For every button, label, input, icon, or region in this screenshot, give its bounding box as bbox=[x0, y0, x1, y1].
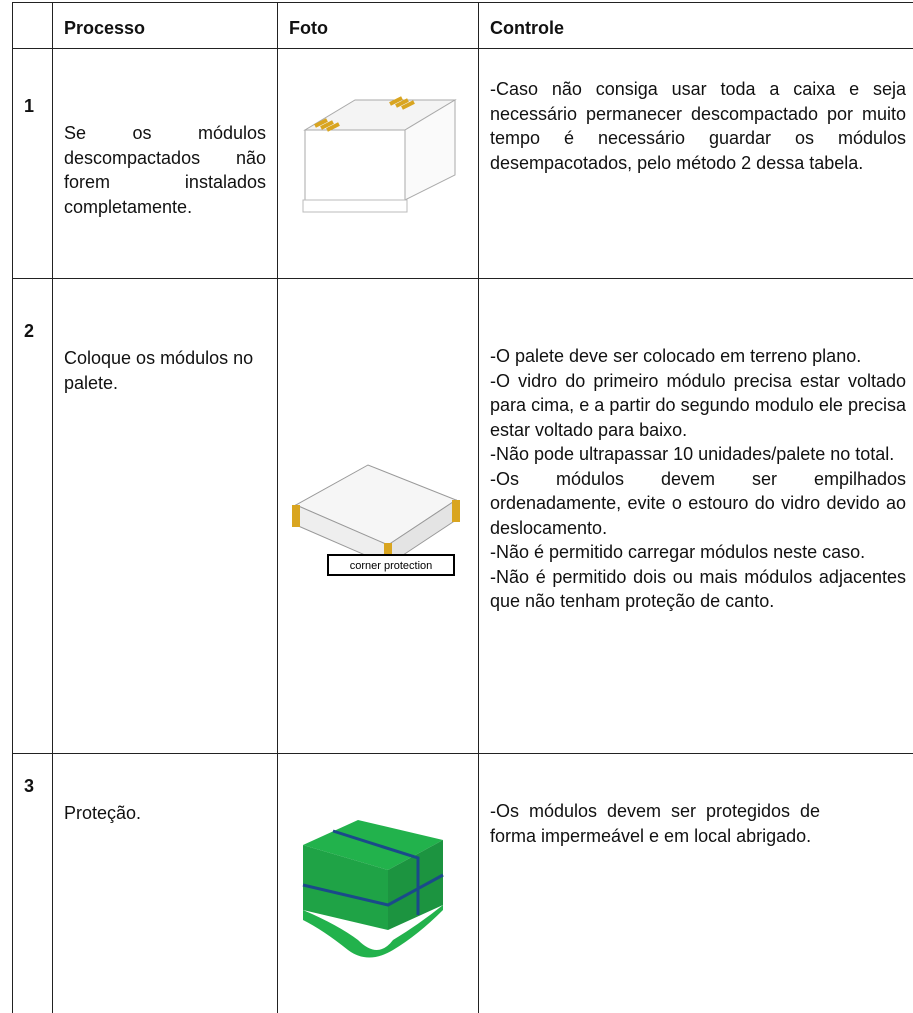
pallet-illustration: corner protection bbox=[292, 464, 460, 576]
photo-label: corner protection bbox=[350, 560, 433, 572]
control: -O palete deve ser colocado em terreno p… bbox=[490, 344, 906, 614]
box-illustration bbox=[302, 96, 457, 213]
control-item: -Caso não consiga usar toda a caixa e se… bbox=[490, 79, 906, 173]
control-item: -Os módulos devem ser empilhados ordenad… bbox=[490, 468, 906, 538]
process: Proteção. bbox=[64, 803, 142, 823]
header-cell: Controle bbox=[490, 18, 564, 38]
control-item: -Os módulos devem ser protegidos de form… bbox=[490, 801, 820, 846]
rule bbox=[12, 278, 913, 279]
rule bbox=[52, 2, 53, 1013]
row-number: 2 bbox=[24, 321, 35, 341]
rule bbox=[478, 2, 479, 1013]
control-item: -Não pode ultrapassar 10 unidades/palete… bbox=[490, 444, 895, 464]
process: Coloque os módulos no palete. bbox=[64, 348, 254, 393]
rule bbox=[277, 2, 278, 1013]
rule bbox=[12, 2, 13, 1013]
rule bbox=[12, 2, 913, 3]
protection-illustration bbox=[302, 820, 444, 958]
header-cell: Processo bbox=[64, 18, 146, 38]
control: -Caso não consiga usar toda a caixa e se… bbox=[490, 77, 906, 175]
rule bbox=[12, 48, 913, 49]
rule bbox=[12, 753, 913, 754]
row-number: 3 bbox=[24, 776, 35, 796]
row-number: 1 bbox=[24, 96, 35, 116]
control-item: -Não é permitido dois ou mais módulos ad… bbox=[490, 566, 906, 612]
control-item: -O vidro do primeiro módulo precisa esta… bbox=[490, 370, 906, 440]
process: Se os módulos descompactados não forem i… bbox=[64, 123, 266, 217]
control-item: -O palete deve ser colocado em terreno p… bbox=[490, 346, 862, 366]
control-item: -Não é permitido carregar módulos neste … bbox=[490, 542, 866, 562]
header-cell: Foto bbox=[289, 18, 328, 38]
control: -Os módulos devem ser protegidos de form… bbox=[490, 799, 820, 848]
